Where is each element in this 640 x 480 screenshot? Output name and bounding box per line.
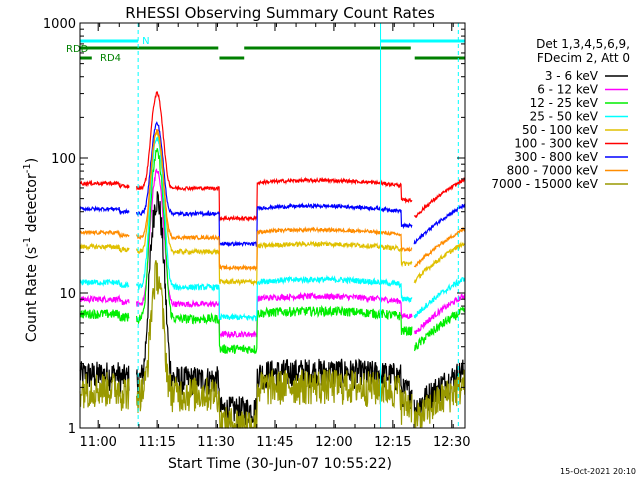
x-tick-label: 11:45 [256, 435, 293, 450]
x-tick-label: 12:15 [374, 435, 411, 450]
legend-entry-label: 800 - 7000 keV [507, 164, 599, 178]
x-tick-label: 11:15 [138, 435, 175, 450]
legend-entry-label: 12 - 25 keV [530, 96, 599, 110]
x-tick-label: 12:00 [315, 435, 352, 450]
flags-layer: N RDD RD4 [66, 23, 465, 428]
legend-header-line1: Det 1,3,4,5,6,9, [536, 37, 630, 51]
legend-entry-label: 7000 - 15000 keV [491, 177, 598, 191]
x-tick-label: 11:00 [79, 435, 116, 450]
y-axis-ticks: 1 10 100 1000 [43, 17, 465, 437]
series-line-300-800keV [79, 121, 466, 248]
legend-entry-label: 25 - 50 keV [530, 110, 599, 124]
series-line-7000-15000keV [79, 260, 466, 429]
y-tick-label: 1000 [43, 17, 76, 32]
x-axis-label: Start Time (30-Jun-07 10:55:22) [168, 456, 392, 472]
series-line-12-25keV [79, 148, 466, 355]
legend: Det 1,3,4,5,6,9, FDecim 2, Att 0 3 - 6 k… [491, 37, 630, 191]
flag-rdd-label: RDD [66, 44, 89, 55]
series-line-25-50keV [79, 136, 466, 322]
y-axis-label: Count Rate (s-1 detector-1) [22, 158, 40, 342]
plot-frame [79, 22, 466, 429]
legend-entry-label: 6 - 12 keV [537, 83, 599, 97]
legend-entry-label: 100 - 300 keV [514, 137, 598, 151]
chart-title: RHESSI Observing Summary Count Rates [125, 4, 435, 22]
series-line-6-12keV [79, 168, 466, 339]
x-tick-label: 12:30 [433, 435, 470, 450]
generation-timestamp: 15-Oct-2021 20:10 [560, 467, 636, 476]
legend-entry-label: 3 - 6 keV [545, 69, 599, 83]
y-axis-label-part2: detector [24, 173, 40, 237]
flag-n-label: N [142, 36, 149, 47]
flag-rd4-label: RD4 [100, 53, 121, 64]
y-axis-label-exp1: -1 [22, 237, 33, 247]
y-axis-label-part3: ) [24, 158, 40, 163]
y-tick-label: 1 [68, 422, 76, 437]
legend-entry-label: 300 - 800 keV [514, 150, 598, 164]
y-axis-label-exp2: -1 [22, 163, 33, 173]
series-line-800-7000keV [79, 129, 466, 272]
y-tick-label: 100 [51, 152, 76, 167]
series-layer [79, 91, 466, 429]
legend-entry-label: 50 - 100 keV [522, 123, 599, 137]
series-line-100-300keV [79, 91, 466, 223]
x-axis-ticks: 11:00 11:15 11:30 11:45 12:00 12:15 12:30 [79, 23, 470, 450]
series-line-50-100keV [79, 130, 466, 287]
axes-layer [79, 22, 466, 429]
legend-header-line2: FDecim 2, Att 0 [537, 51, 630, 65]
x-tick-label: 11:30 [197, 435, 234, 450]
y-axis-label-part1: Count Rate (s [24, 247, 40, 342]
y-tick-label: 10 [59, 287, 76, 302]
